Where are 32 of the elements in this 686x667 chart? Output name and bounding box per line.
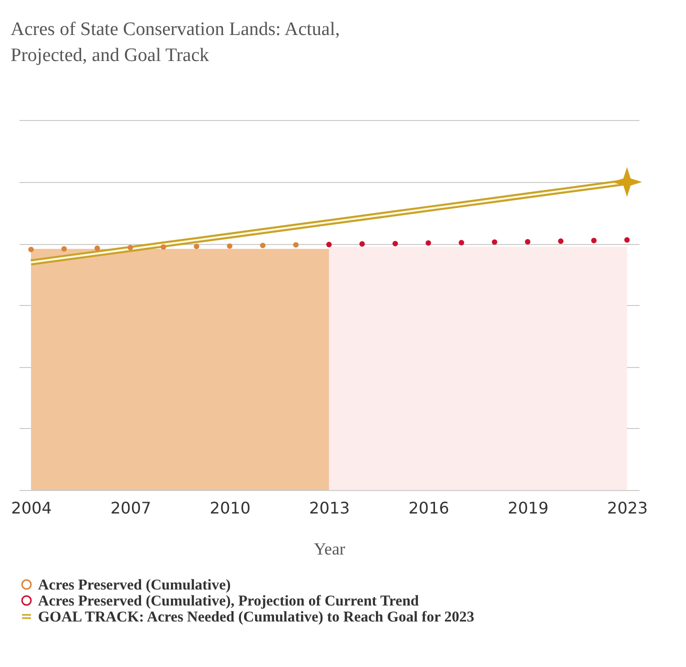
legend-label: Acres Preserved (Cumulative), Projection of Current Trend [38, 594, 420, 610]
point [612, 167, 642, 197]
point [359, 241, 365, 247]
point [558, 238, 564, 244]
point [226, 243, 232, 249]
point [160, 244, 166, 250]
legend-label: Acres Preserved (Cumulative) [38, 578, 231, 594]
x-tick-label: 2019 [508, 498, 549, 518]
point [293, 242, 299, 248]
point [128, 244, 134, 250]
legend-label: GOAL TRACK: Acres Needed (Cumulative) to Reach Goal for 2023 [38, 610, 474, 626]
point [194, 244, 200, 250]
point [326, 242, 332, 248]
point [524, 239, 530, 244]
x-tick-label: 2007 [110, 498, 152, 518]
x-tick-label: 2010 [210, 498, 251, 518]
x-tick-label: 2004 [11, 498, 52, 518]
point [591, 238, 597, 244]
point [624, 237, 630, 243]
x-tick-label: 2013 [309, 498, 350, 518]
point [94, 245, 100, 251]
point [61, 246, 67, 252]
x-axis-title: Year [314, 540, 346, 558]
point [426, 240, 432, 246]
x-tick-label: 2023 [607, 498, 648, 518]
x-tick-label: 2016 [408, 498, 450, 518]
point [392, 240, 398, 246]
point [492, 239, 498, 245]
chart-title: Acres of State Conservation Lands: Actual, Projected, and Goal Track [10, 19, 340, 66]
point [28, 246, 34, 252]
point [458, 240, 464, 246]
point [260, 242, 266, 248]
